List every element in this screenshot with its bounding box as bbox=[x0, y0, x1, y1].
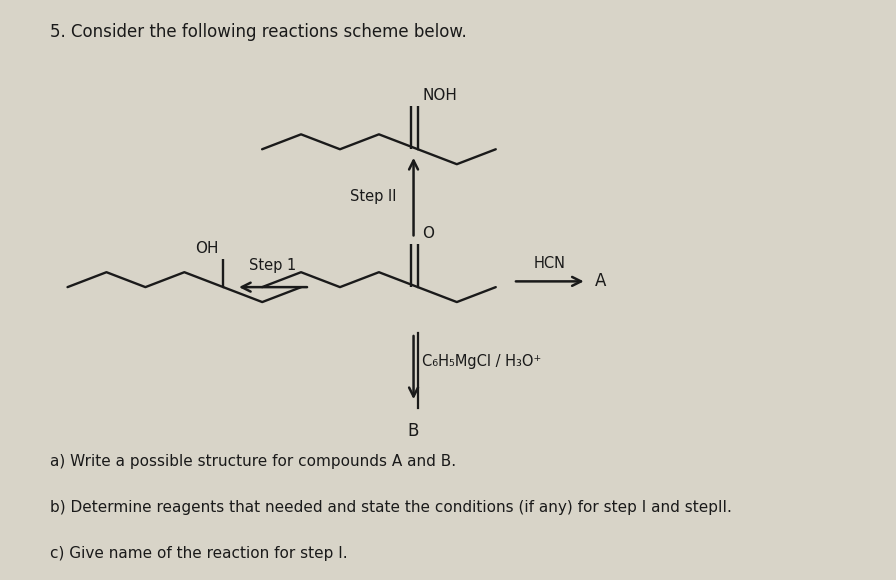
Text: O: O bbox=[422, 226, 435, 241]
Text: B: B bbox=[408, 422, 419, 440]
Text: C₆H₅MgCl / H₃O⁺: C₆H₅MgCl / H₃O⁺ bbox=[422, 354, 541, 369]
Text: Step II: Step II bbox=[349, 189, 396, 204]
Text: b) Determine reagents that needed and state the conditions (if any) for step I a: b) Determine reagents that needed and st… bbox=[50, 500, 732, 514]
Text: c) Give name of the reaction for step I.: c) Give name of the reaction for step I. bbox=[50, 546, 348, 561]
Text: OH: OH bbox=[195, 241, 219, 256]
Text: NOH: NOH bbox=[422, 88, 457, 103]
Text: 5. Consider the following reactions scheme below.: 5. Consider the following reactions sche… bbox=[50, 23, 467, 41]
Text: Step 1: Step 1 bbox=[249, 258, 297, 273]
Text: a) Write a possible structure for compounds A and B.: a) Write a possible structure for compou… bbox=[50, 454, 456, 469]
Text: HCN: HCN bbox=[534, 256, 565, 271]
Text: A: A bbox=[595, 273, 607, 291]
